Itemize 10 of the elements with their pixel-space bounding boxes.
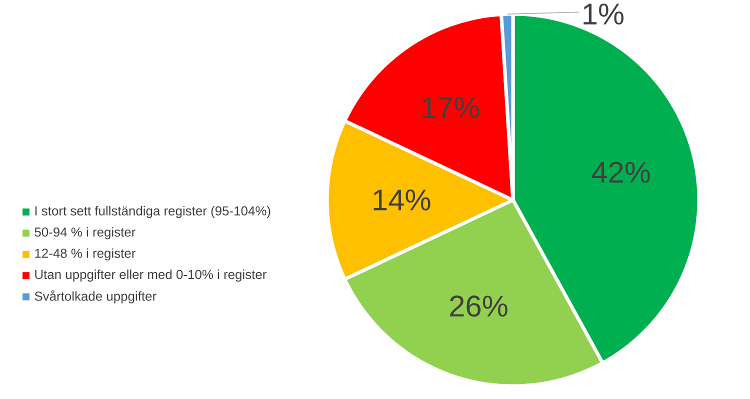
legend-label: Utan uppgifter eller med 0-10% i register [35, 270, 266, 282]
legend-label: I stort sett fullständiga register (95-104%) [35, 206, 270, 218]
data-label: 26% [450, 296, 508, 317]
data-label: 17% [422, 97, 480, 118]
legend-label: 12-48 % i register [35, 248, 136, 260]
legend-label: Svårtolkade uppgifter [34, 290, 156, 304]
legend-label: 50-94 % i register [34, 227, 136, 240]
data-label: 14% [374, 190, 430, 210]
data-label: 42% [592, 162, 650, 183]
data-label: 1% [584, 4, 624, 25]
